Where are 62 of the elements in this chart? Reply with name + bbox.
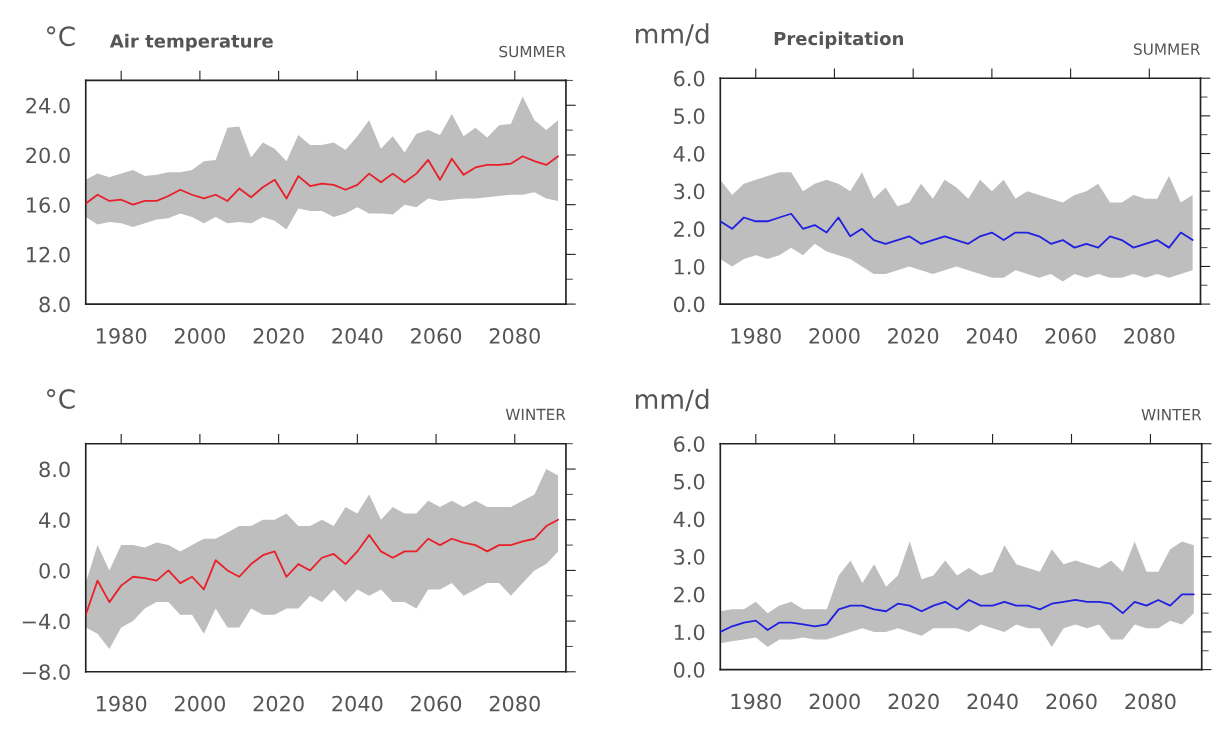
chart-subtitle: WINTER [505, 408, 566, 421]
x-tick-label: 1980 [731, 328, 781, 344]
x-tick-label: 2060 [411, 328, 462, 344]
y-axis-title: °C [47, 388, 75, 409]
x-tick-label: 2060 [411, 695, 462, 712]
chart-title: Air temperature [109, 33, 273, 52]
chart-subtitle: SUMMER [499, 45, 566, 58]
line-series [85, 155, 559, 206]
line-series [85, 518, 559, 616]
x-tick-label: 2080 [489, 328, 540, 344]
y-tick-label: 6.0 [674, 70, 705, 87]
y-tick-label: 5.0 [674, 108, 705, 125]
y-tick-label: 1.0 [674, 258, 705, 275]
x-tick-label: 2020 [253, 695, 304, 712]
y-tick-label: 0.0 [673, 296, 705, 313]
x-tick-label: 2000 [809, 693, 860, 710]
y-axis-title: °C [47, 26, 75, 47]
y-axis-title: mm/d [636, 388, 709, 412]
line-series [720, 593, 1195, 633]
y-tick-label: 2.0 [674, 586, 705, 603]
x-tick-label: 2000 [174, 695, 226, 712]
y-tick-label: −8.0 [22, 664, 70, 680]
y-tick-label: 2.0 [674, 221, 705, 238]
x-tick-label: 2060 [1045, 328, 1096, 344]
y-tick-label: 1.0 [674, 624, 705, 641]
y-tick-label: 4.0 [673, 511, 705, 528]
x-tick-label: 2020 [888, 328, 939, 344]
y-tick-label: 12.0 [27, 246, 70, 263]
x-tick-label: 2040 [967, 693, 1018, 710]
x-tick-label: 2020 [888, 693, 939, 710]
line-series [720, 212, 1194, 249]
y-tick-label: 16.0 [27, 197, 70, 213]
chart-title: Precipitation [774, 31, 903, 49]
y-tick-label: 3.0 [674, 549, 705, 565]
y-tick-label: 20.0 [26, 147, 70, 164]
x-tick-label: 2000 [174, 328, 226, 344]
y-tick-label: 0.0 [39, 562, 70, 579]
y-tick-label: 8.0 [39, 461, 70, 478]
x-tick-label: 2080 [489, 695, 540, 712]
x-tick-label: 2000 [809, 328, 860, 344]
y-tick-label: 8.0 [39, 296, 70, 313]
y-tick-label: 4.0 [39, 512, 70, 528]
y-axis-title: mm/d [636, 23, 709, 46]
x-tick-label: 2080 [1125, 693, 1176, 710]
x-tick-label: 2060 [1046, 693, 1097, 710]
y-tick-label: 4.0 [673, 145, 705, 162]
y-tick-label: 24.0 [26, 97, 70, 114]
x-tick-label: 1980 [96, 328, 147, 344]
chart-subtitle: SUMMER [1133, 43, 1201, 55]
x-tick-label: 2020 [253, 328, 304, 344]
x-tick-label: 2040 [966, 328, 1018, 344]
y-tick-label: 0.0 [673, 662, 705, 678]
x-tick-label: 2040 [332, 328, 383, 344]
y-tick-label: 6.0 [674, 436, 705, 452]
x-tick-label: 2040 [332, 695, 383, 712]
x-tick-label: 1980 [731, 693, 781, 710]
y-tick-label: 5.0 [674, 473, 705, 490]
chart-subtitle: WINTER [1141, 409, 1202, 421]
x-tick-label: 1980 [96, 695, 147, 712]
x-tick-label: 2080 [1124, 328, 1175, 344]
y-tick-label: 3.0 [674, 183, 705, 200]
y-tick-label: −4.0 [22, 613, 70, 630]
